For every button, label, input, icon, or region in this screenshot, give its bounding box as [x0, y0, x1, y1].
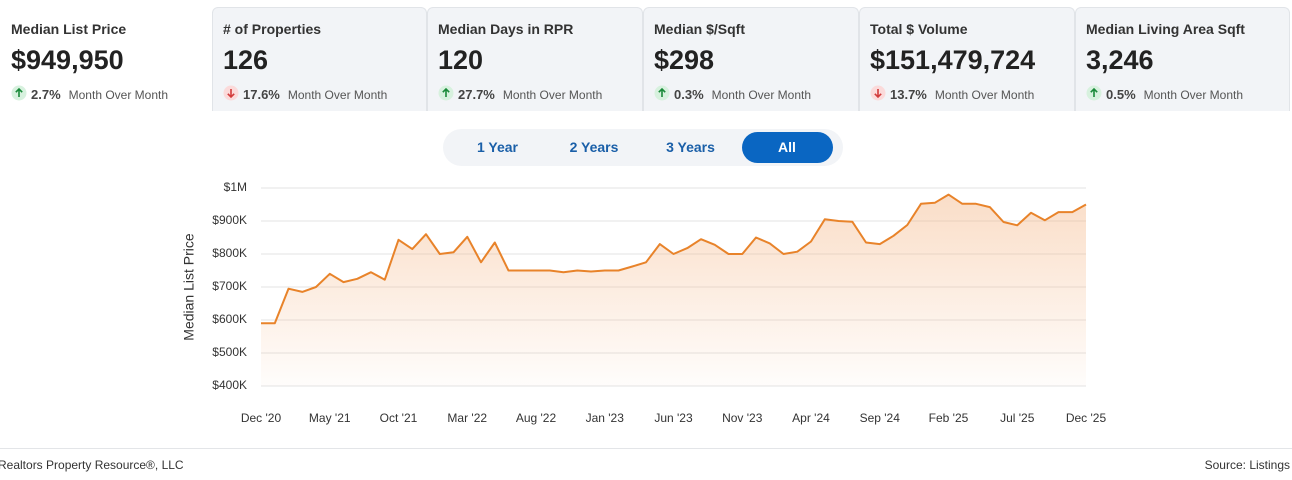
x-tick-label: Apr '24	[792, 411, 830, 425]
card-change: 13.7% Month Over Month	[870, 85, 1034, 104]
x-tick-label: May '21	[309, 411, 351, 425]
y-tick-label: $900K	[212, 213, 247, 227]
card-change: 0.5% Month Over Month	[1086, 85, 1243, 104]
separator	[0, 448, 1292, 449]
card-value: 3,246	[1086, 45, 1154, 75]
change-percent: 17.6%	[243, 87, 280, 102]
source-value: Listings	[1249, 458, 1290, 472]
card-title: Total $ Volume	[870, 21, 968, 37]
range-tabs: 1 Year 2 Years 3 Years All	[443, 129, 843, 166]
change-percent: 0.5%	[1106, 87, 1136, 102]
kpi-card[interactable]: Median Days in RPR 120 27.7% Month Over Mon…	[427, 7, 643, 111]
card-value: $949,950	[11, 45, 124, 75]
card-title: Median List Price	[11, 21, 127, 37]
trend-icon	[223, 85, 239, 104]
card-value: $298	[654, 45, 715, 75]
range-tab[interactable]: 2 Years	[569, 139, 619, 155]
x-tick-label: Jul '25	[1000, 411, 1035, 425]
change-percent: 13.7%	[890, 87, 927, 102]
source-label: Source:	[1204, 458, 1246, 472]
range-tab[interactable]: All	[741, 132, 833, 163]
kpi-card[interactable]: Median $/Sqft $298 0.3% Month Over Month	[643, 7, 859, 111]
chart: Median List Price $400K $500K $600K $700K $8…	[181, 180, 1107, 425]
footer-left: Realtors Property Resource®, LLC	[0, 458, 184, 472]
line	[261, 193, 1087, 325]
x-tick-label: Dec '25	[1066, 411, 1107, 425]
x-tick-label: Jun '23	[654, 411, 693, 425]
change-period: Month Over Month	[711, 87, 812, 102]
y-tick-label: $800K	[212, 246, 247, 260]
kpi-card[interactable]: # of Properties 126 17.6% Month Over Month	[212, 7, 427, 111]
card-change: 17.6% Month Over Month	[223, 85, 387, 104]
card-title: # of Properties	[223, 21, 322, 37]
card-change: 27.7% Month Over Month	[438, 85, 602, 104]
trend-icon	[654, 85, 670, 104]
x-tick-label: Oct '21	[380, 411, 418, 425]
x-tick-label: Nov '23	[722, 411, 763, 425]
y-tick-label: $1M	[224, 180, 247, 194]
y-tick-label: $400K	[212, 378, 247, 392]
x-tick-label: Feb '25	[929, 411, 969, 425]
range-tab[interactable]: 3 Years	[666, 139, 715, 155]
card-change: 2.7% Month Over Month	[11, 85, 168, 104]
x-tick-label: Mar '22	[447, 411, 487, 425]
trend-icon	[438, 85, 454, 104]
footer-right: Source: Listings	[1205, 458, 1290, 472]
change-period: Month Over Month	[1143, 87, 1244, 102]
area	[261, 194, 1086, 386]
card-change: 0.3% Month Over Month	[654, 85, 811, 104]
change-period: Month Over Month	[287, 87, 388, 102]
x-tick-label: Dec '20	[241, 411, 282, 425]
y-tick-label: $700K	[212, 279, 247, 293]
x-tick-label: Sep '24	[860, 411, 901, 425]
card-value: $151,479,724	[870, 45, 1036, 75]
x-tick-label: Jan '23	[586, 411, 625, 425]
change-period: Month Over Month	[68, 87, 169, 102]
change-period: Month Over Month	[502, 87, 603, 102]
card-title: Median Days in RPR	[438, 21, 574, 37]
change-percent: 27.7%	[458, 87, 495, 102]
card-title: Median $/Sqft	[654, 21, 746, 37]
card-title: Median Living Area Sqft	[1086, 21, 1245, 37]
y-axis-label: Median List Price	[181, 233, 197, 341]
y-tick-label: $500K	[212, 345, 247, 359]
y-tick-label: $600K	[212, 312, 247, 326]
kpi-card[interactable]: Median List Price $949,950 2.7% Month Over …	[0, 7, 212, 111]
card-value: 126	[223, 45, 269, 75]
card-value: 120	[438, 45, 484, 75]
range-tab[interactable]: 1 Year	[476, 139, 518, 155]
trend-icon	[11, 85, 27, 104]
trend-icon	[1086, 85, 1102, 104]
kpi-card[interactable]: Median Living Area Sqft 3,246 0.5% Month Ov…	[1075, 7, 1290, 111]
trend-icon	[870, 85, 886, 104]
change-percent: 2.7%	[31, 87, 61, 102]
change-period: Month Over Month	[934, 87, 1035, 102]
change-percent: 0.3%	[674, 87, 704, 102]
kpi-card[interactable]: Total $ Volume $151,479,724 13.7% Month Ove…	[859, 7, 1075, 111]
x-tick-label: Aug '22	[516, 411, 557, 425]
